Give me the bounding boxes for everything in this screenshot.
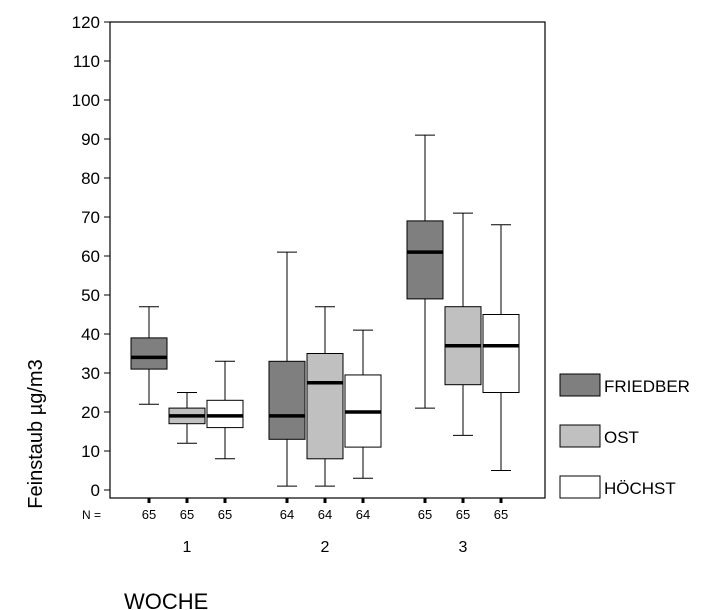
x-category-label: 1: [183, 539, 192, 556]
n-count: 65: [456, 507, 470, 522]
legend-label: OST: [604, 428, 639, 447]
legend-label: HÖCHST: [604, 479, 676, 498]
y-tick-label: 90: [81, 130, 100, 149]
y-tick-label: 110: [73, 52, 100, 71]
legend-item-ost: OST: [559, 424, 639, 448]
box-höchst-2: [344, 329, 382, 503]
iqr-box: [130, 337, 168, 370]
n-count: 65: [418, 507, 432, 522]
box-höchst-1: [206, 360, 244, 503]
box-ost-3: [444, 212, 482, 503]
n-count: 64: [280, 507, 294, 522]
n-prefix-label: N =: [82, 508, 101, 522]
iqr-box: [206, 399, 244, 429]
box-ost-2: [306, 306, 344, 503]
legend-swatch: [559, 373, 601, 397]
iqr-box: [268, 360, 306, 440]
box-ost-1: [168, 392, 206, 503]
y-tick-label: 120: [72, 13, 100, 32]
y-tick-label: 40: [81, 325, 100, 344]
iqr-box: [406, 220, 444, 300]
n-count: 65: [218, 507, 232, 522]
x-category-label: 2: [321, 539, 330, 556]
y-tick-label: 10: [81, 442, 100, 461]
y-axis: 0 10 20 30 40 50 60 70 80 90 100 110 120: [72, 13, 110, 500]
n-count: 64: [356, 507, 370, 522]
n-count-labels: N = 65 64 65 65 64 65 65 64 65: [82, 507, 508, 522]
box-friedber-1: [130, 306, 168, 503]
y-tick-label: 70: [81, 208, 100, 227]
legend-item-friedber: FRIEDBER: [559, 373, 690, 397]
n-count: 65: [180, 507, 194, 522]
box-friedber-2: [268, 251, 306, 503]
legend-swatch: [559, 475, 601, 499]
box-höchst-3: [482, 224, 520, 503]
y-tick-label: 50: [81, 286, 100, 305]
box-friedber-3: [406, 134, 444, 503]
iqr-box: [306, 353, 344, 460]
y-tick-label: 80: [81, 169, 100, 188]
y-tick-label: 30: [81, 364, 100, 383]
plot-frame: [109, 21, 546, 499]
y-tick-label: 100: [72, 91, 100, 110]
n-count: 65: [142, 507, 156, 522]
y-axis-title: Feinstaub µg/m3: [25, 359, 47, 508]
y-tick-label: 0: [91, 481, 100, 500]
legend: FRIEDBER OST HÖCHST: [559, 373, 690, 499]
box-series: [130, 134, 520, 503]
legend-label: FRIEDBER: [604, 377, 690, 396]
legend-item-höchst: HÖCHST: [559, 475, 676, 499]
x-category-label: 3: [459, 539, 468, 556]
y-tick-label: 60: [81, 247, 100, 266]
n-count: 65: [494, 507, 508, 522]
n-count: 64: [318, 507, 332, 522]
x-axis-title: WOCHE: [124, 589, 208, 610]
legend-swatch: [559, 424, 601, 448]
y-tick-label: 20: [81, 403, 100, 422]
iqr-box: [482, 314, 520, 393]
x-category-labels: 1 2 3: [183, 539, 468, 556]
